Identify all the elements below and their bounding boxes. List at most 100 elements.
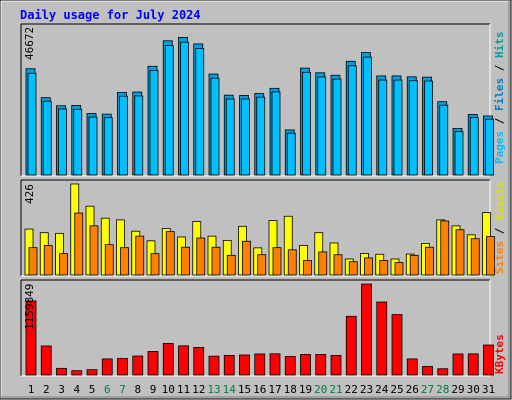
sites-bar [226, 254, 236, 276]
files-bar [225, 98, 235, 176]
kbytes-bar [437, 368, 449, 376]
files-bar [195, 47, 205, 176]
panel-hits-files [20, 23, 494, 177]
sites-bar [287, 249, 297, 276]
kbytes-bar [452, 353, 464, 376]
files-bar [408, 80, 418, 176]
day-label: 11 [177, 383, 190, 396]
day-label: 24 [375, 383, 389, 396]
sites-bar [28, 247, 38, 276]
files-bar [134, 95, 144, 176]
day-label: 5 [89, 383, 96, 396]
kbytes-bar [178, 345, 189, 376]
files-bar [164, 45, 174, 176]
sites-bar [196, 237, 206, 276]
kbytes-bar [147, 351, 159, 376]
sites-bar [394, 262, 404, 276]
files-bar [73, 108, 83, 176]
kbytes-bar [406, 358, 418, 376]
kbytes-bar [269, 353, 281, 376]
legend-hits-files: Pages / Files / Hits [493, 32, 506, 165]
legend-files: Files [493, 78, 506, 111]
sites-bar [43, 245, 53, 276]
files-bar [210, 77, 220, 176]
day-label: 1 [28, 383, 35, 396]
legend-kbytes: KBytes [493, 334, 506, 374]
files-bar [180, 41, 189, 176]
files-bar [58, 108, 67, 176]
kbytes-bar [422, 365, 433, 376]
legend-hits: Hits [493, 32, 506, 59]
legend-visits: Visits [493, 181, 506, 221]
files-bar [378, 79, 388, 176]
day-label: 10 [162, 383, 175, 396]
day-label: 15 [238, 383, 251, 396]
files-bar [347, 65, 357, 176]
kbytes-bar [25, 300, 37, 376]
legend-sep-1: / [493, 117, 506, 124]
day-label: 9 [150, 383, 157, 396]
sites-bar [59, 253, 68, 276]
kbytes-bars [25, 283, 494, 376]
day-label: 29 [451, 383, 464, 396]
day-label: 2 [43, 383, 50, 396]
sites-bar [348, 261, 358, 276]
sites-bar [318, 251, 328, 276]
kbytes-bar [345, 315, 357, 376]
kbytes-bar [208, 355, 220, 376]
day-label: 27 [421, 383, 434, 396]
kbytes-bar [162, 343, 174, 376]
kbytes-bar [467, 353, 479, 376]
files-bar [42, 100, 52, 176]
sites-bar [364, 257, 373, 276]
legend-sites: Sites [493, 241, 506, 274]
files-bar [271, 91, 281, 176]
day-label: 30 [467, 383, 480, 396]
kbytes-bar [376, 301, 388, 376]
kbytes-bar [40, 345, 52, 376]
kbytes-bar [117, 358, 128, 376]
day-label: 3 [58, 383, 65, 396]
sites-bar [486, 236, 495, 276]
kbytes-bar [193, 346, 205, 376]
sites-bar [470, 238, 480, 276]
kbytes-bar [330, 354, 342, 376]
day-label: 16 [253, 383, 266, 396]
x-axis-day-labels: 1 2 3 4 5 6 7 8 9 10 11 12 13 14 15 16 17 18 19 20 21 22 23 24 2… [28, 383, 495, 396]
files-bar [103, 117, 113, 176]
day-label: 26 [406, 383, 419, 396]
kbytes-bar [71, 370, 83, 376]
files-bar [88, 116, 98, 176]
sites-bar [242, 240, 251, 276]
sites-bar [425, 246, 434, 276]
kbytes-bar [86, 369, 98, 376]
ymax-label-kbytes: 1159849 [23, 284, 36, 330]
kbytes-bar [361, 283, 372, 376]
kbytes-bar [239, 354, 250, 376]
sites-bar [165, 231, 175, 276]
files-bar [119, 95, 128, 176]
kbytes-bar [254, 353, 266, 376]
kbytes-bar [391, 314, 403, 376]
day-label: 7 [119, 383, 126, 396]
files-bar [332, 78, 342, 176]
files-bar [241, 98, 250, 176]
files-bar [27, 72, 37, 176]
sites-bar [409, 254, 419, 276]
day-label: 28 [436, 383, 449, 396]
hits-files-bars [25, 36, 494, 176]
files-bar [317, 76, 327, 176]
kbytes-bar [483, 344, 494, 376]
sites-bar [150, 253, 160, 276]
kbytes-bar [223, 354, 235, 376]
day-label: 12 [192, 383, 205, 396]
files-bar [454, 131, 464, 176]
day-label: 14 [223, 383, 237, 396]
legend-sites-visits: Sites / Visits [493, 181, 506, 274]
kbytes-bar [56, 367, 67, 376]
kbytes-bar [284, 356, 296, 376]
kbytes-bar [132, 355, 144, 376]
sites-bar [440, 220, 450, 276]
sites-bar [89, 225, 99, 276]
